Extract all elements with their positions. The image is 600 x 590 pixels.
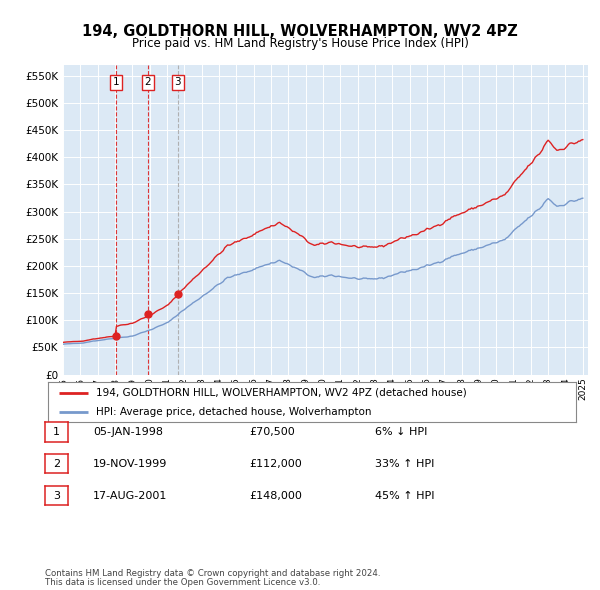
Text: 17-AUG-2001: 17-AUG-2001 <box>93 491 167 500</box>
Text: Price paid vs. HM Land Registry's House Price Index (HPI): Price paid vs. HM Land Registry's House … <box>131 37 469 50</box>
Text: 19-NOV-1999: 19-NOV-1999 <box>93 459 167 468</box>
Text: This data is licensed under the Open Government Licence v3.0.: This data is licensed under the Open Gov… <box>45 578 320 588</box>
Text: 3: 3 <box>53 491 60 500</box>
Text: 2: 2 <box>53 459 60 468</box>
Text: £70,500: £70,500 <box>249 427 295 437</box>
Text: £112,000: £112,000 <box>249 459 302 468</box>
Text: 33% ↑ HPI: 33% ↑ HPI <box>375 459 434 468</box>
Text: 194, GOLDTHORN HILL, WOLVERHAMPTON, WV2 4PZ (detached house): 194, GOLDTHORN HILL, WOLVERHAMPTON, WV2 … <box>95 388 466 398</box>
Text: 05-JAN-1998: 05-JAN-1998 <box>93 427 163 437</box>
Text: 3: 3 <box>175 77 181 87</box>
Text: £148,000: £148,000 <box>249 491 302 500</box>
Text: 1: 1 <box>53 427 60 437</box>
Text: HPI: Average price, detached house, Wolverhampton: HPI: Average price, detached house, Wolv… <box>95 407 371 417</box>
Text: 1: 1 <box>112 77 119 87</box>
Text: 45% ↑ HPI: 45% ↑ HPI <box>375 491 434 500</box>
Text: Contains HM Land Registry data © Crown copyright and database right 2024.: Contains HM Land Registry data © Crown c… <box>45 569 380 578</box>
Text: 2: 2 <box>145 77 151 87</box>
Text: 194, GOLDTHORN HILL, WOLVERHAMPTON, WV2 4PZ: 194, GOLDTHORN HILL, WOLVERHAMPTON, WV2 … <box>82 24 518 38</box>
Text: 6% ↓ HPI: 6% ↓ HPI <box>375 427 427 437</box>
